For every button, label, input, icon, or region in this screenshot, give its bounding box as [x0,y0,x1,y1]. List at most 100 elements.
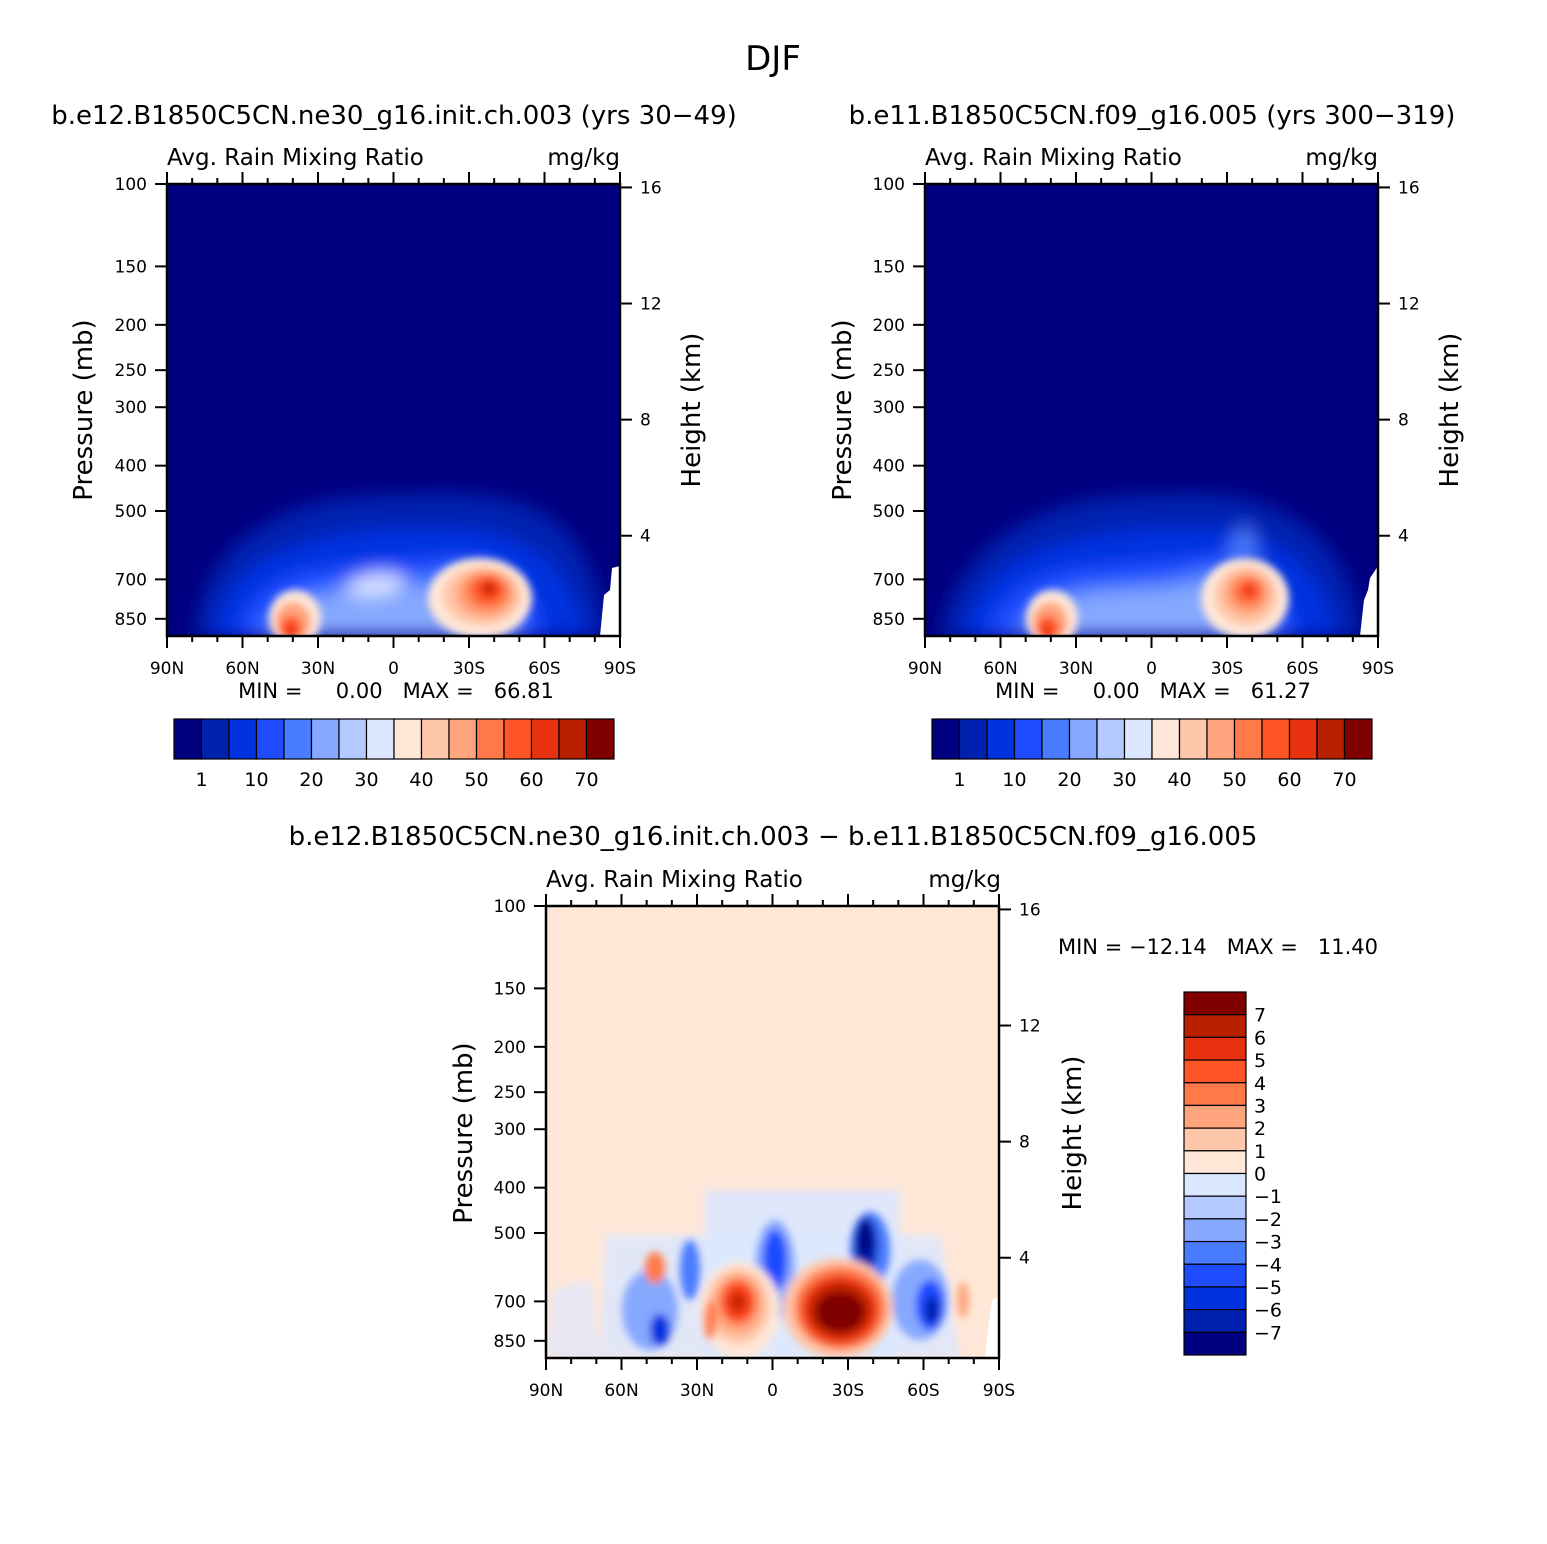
lat-tick-label: 90N [529,1381,563,1401]
colorbar-swatch [1183,1059,1247,1084]
pressure-tick-label: 250 [115,361,147,381]
lat-tick-label: 30N [680,1381,714,1401]
pressure-tick-label: 200 [494,1038,526,1058]
colorbar-swatch [1183,1172,1247,1197]
colorbar-swatch [1206,718,1236,760]
pressure-tick-label: 500 [494,1224,526,1244]
colorbar-label: 50 [1222,769,1246,791]
colorbar-swatch [1013,718,1043,760]
lat-tick-label: 0 [767,1381,778,1401]
lat-tick-label: 30N [301,659,335,679]
pressure-tick-label: 700 [494,1292,526,1312]
figure-title: DJF [745,39,801,79]
lat-tick-label: 90S [1362,659,1394,679]
pressure-tick-label: 200 [115,316,147,336]
colorbar-swatch [310,718,340,760]
colorbar-swatch [1183,1082,1247,1107]
colorbar-swatch [283,718,313,760]
height-tick-label: 16 [640,178,662,198]
lat-tick-label: 30S [832,1381,864,1401]
colorbar-swatch [1183,1286,1247,1311]
colorbar-swatch [1183,1127,1247,1152]
colorbar-label: −1 [1254,1186,1282,1208]
panel-1-colorbar: 1 10 20 30 40 50 60 70 [173,718,615,791]
colorbar-swatch [1068,718,1098,760]
colorbar-label: 40 [1167,769,1191,791]
colorbar-label: 40 [409,769,433,791]
pressure-tick-label: 100 [873,175,905,195]
panel-1-units: mg/kg [547,145,620,171]
pressure-tick-label: 400 [115,457,147,477]
height-tick-label: 12 [1019,1017,1041,1037]
colorbar-swatch [1096,718,1126,760]
colorbar-label: 7 [1254,1005,1266,1027]
pressure-tick-label: 300 [873,398,905,418]
pressure-tick-label: 700 [115,570,147,590]
panel-2-colorbar: 1 10 20 30 40 50 60 70 [931,718,1373,791]
colorbar-label: 20 [1057,769,1081,791]
height-tick-label: 4 [640,527,651,547]
panel-2-units: mg/kg [1305,145,1378,171]
colorbar-label: 30 [1112,769,1136,791]
colorbar-swatch [1183,1195,1247,1220]
colorbar-swatch [1183,1240,1247,1265]
panel-1-min-max: MIN = 0.00 MAX = 66.81 [238,679,554,703]
lat-tick-label: 60S [1286,659,1318,679]
height-tick-label: 8 [1019,1133,1030,1153]
panel-3-variable-label: Avg. Rain Mixing Ratio [546,867,803,893]
colorbar-label: 3 [1254,1095,1266,1117]
colorbar-swatch [1183,1309,1247,1333]
panel-2-min-max: MIN = 0.00 MAX = 61.27 [995,679,1311,703]
panel-1-ylabel: Pressure (mb) [69,319,99,500]
pressure-tick-label: 250 [873,361,905,381]
panel-1-axes: 100 150 200 250 300 400 500 700 850 16 12 8 4 90N 60N 3… [115,172,662,679]
colorbar-label: 70 [574,769,598,791]
colorbar-swatch [448,718,478,760]
colorbar-swatch [1288,718,1318,760]
pressure-tick-label: 150 [873,257,905,277]
colorbar-label: 10 [1002,769,1026,791]
colorbar-swatch [931,718,961,760]
pressure-tick-label: 100 [494,897,526,917]
pressure-tick-label: 150 [494,979,526,999]
colorbar-label: 60 [1277,769,1301,791]
colorbar-label: 70 [1332,769,1356,791]
panel-1-title: b.e12.B1850C5CN.ne30_g16.init.ch.003 (yr… [51,101,737,131]
colorbar-swatch [958,718,988,760]
panel-3-plot-area [546,906,999,1358]
colorbar-swatch [228,718,258,760]
height-tick-label: 8 [640,411,651,431]
pressure-tick-label: 300 [494,1120,526,1140]
colorbar-swatch [1233,718,1263,760]
colorbar-swatch [1123,718,1153,760]
lat-tick-label: 90N [908,659,942,679]
colorbar-label: 1 [1254,1141,1266,1163]
lat-tick-label: 90N [150,659,184,679]
colorbar-swatch [420,718,450,760]
pressure-tick-label: 150 [115,257,147,277]
height-tick-label: 4 [1019,1249,1030,1269]
colorbar-label: −7 [1254,1322,1282,1344]
panel-2: b.e11.B1850C5CN.f09_g16.005 (yrs 300−319… [828,101,1465,791]
pressure-tick-label: 200 [873,316,905,336]
colorbar-swatch [475,718,505,760]
colorbar-swatch [365,718,395,760]
pressure-tick-label: 100 [115,175,147,195]
colorbar-label: 4 [1254,1073,1266,1095]
colorbar-label: −6 [1254,1300,1282,1322]
colorbar-swatch [1183,1331,1247,1356]
colorbar-label: 1 [195,769,207,791]
colorbar-label: −2 [1254,1209,1282,1231]
colorbar-swatch [1183,1104,1247,1129]
lat-tick-label: 60N [983,659,1017,679]
colorbar-swatch [200,718,230,760]
colorbar-label: 5 [1254,1050,1266,1072]
pressure-tick-label: 250 [494,1083,526,1103]
panel-3-ylabel-right: Height (km) [1058,1056,1088,1211]
colorbar-label: 20 [299,769,323,791]
colorbar-swatch [1183,1014,1247,1038]
colorbar-swatch [986,718,1016,760]
colorbar-label: −5 [1254,1277,1282,1299]
colorbar-swatch [338,718,368,760]
pressure-tick-label: 850 [494,1332,526,1352]
